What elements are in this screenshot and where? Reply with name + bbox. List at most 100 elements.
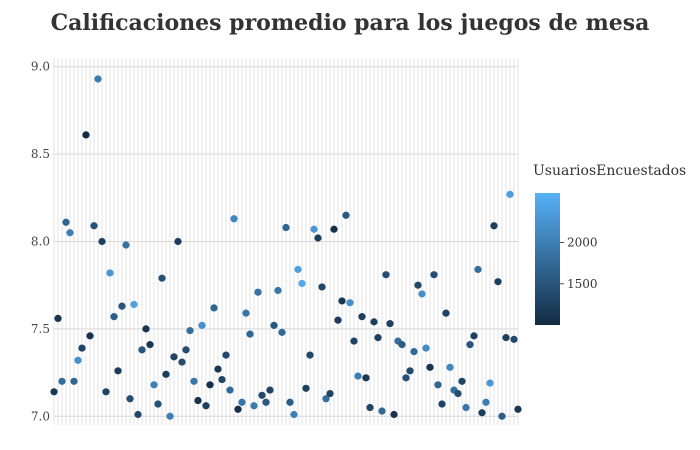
y-tick-label: 8.0 <box>31 235 50 249</box>
data-point <box>422 344 430 352</box>
data-point <box>218 375 226 384</box>
data-point <box>154 400 162 408</box>
data-point <box>498 412 506 420</box>
data-point <box>74 356 82 364</box>
data-point <box>226 386 234 394</box>
data-point <box>262 398 270 406</box>
y-axis-tick-labels: 9.0 8.5 8.0 7.5 7.0 <box>31 60 50 424</box>
legend-ticks: 2000 1500 <box>560 236 598 291</box>
data-point <box>478 409 486 417</box>
data-point <box>166 412 174 420</box>
data-point <box>342 211 350 219</box>
data-point <box>202 402 210 410</box>
data-point <box>294 265 302 274</box>
data-point <box>346 299 354 307</box>
data-point <box>102 388 110 396</box>
data-point <box>238 398 246 406</box>
data-point <box>318 283 326 291</box>
data-point <box>182 346 190 354</box>
data-point <box>430 271 438 279</box>
data-point <box>258 391 266 399</box>
data-point <box>58 377 66 385</box>
data-point <box>126 395 134 403</box>
data-point <box>330 225 338 233</box>
data-point <box>134 410 142 419</box>
data-point <box>98 237 106 246</box>
y-tick-label: 9.0 <box>31 60 50 74</box>
data-point <box>230 215 238 223</box>
data-point <box>170 353 178 361</box>
data-point <box>266 386 274 394</box>
data-point <box>458 377 466 385</box>
data-point <box>82 131 90 139</box>
data-point <box>514 405 522 413</box>
data-point <box>106 269 114 277</box>
data-point <box>282 223 290 232</box>
data-point <box>234 405 242 413</box>
chart-title: Calificaciones promedio para los juegos … <box>51 10 650 36</box>
data-point <box>246 330 254 338</box>
data-point <box>286 398 294 406</box>
data-point <box>214 365 222 373</box>
data-point <box>298 279 306 288</box>
data-point <box>406 367 414 375</box>
data-point <box>302 384 310 392</box>
data-point <box>174 237 182 246</box>
data-point <box>114 367 122 375</box>
data-point <box>446 363 454 371</box>
data-point <box>158 274 166 282</box>
data-point <box>366 403 374 412</box>
data-point <box>426 363 434 371</box>
data-point <box>494 278 502 286</box>
data-point <box>254 288 262 296</box>
data-point <box>386 320 394 328</box>
data-point <box>350 337 358 345</box>
y-tick-label: 7.5 <box>31 322 50 336</box>
data-point <box>486 379 494 387</box>
data-point <box>482 398 490 406</box>
data-point <box>242 309 250 317</box>
data-point <box>466 341 474 349</box>
data-point <box>54 314 62 322</box>
y-tick-label: 8.5 <box>31 147 50 161</box>
data-point <box>410 348 418 356</box>
data-point <box>414 281 422 289</box>
data-point <box>94 75 102 83</box>
data-point <box>150 381 158 389</box>
data-point <box>338 297 346 305</box>
data-point <box>178 358 186 366</box>
data-point <box>418 290 426 298</box>
data-point <box>210 304 218 312</box>
data-points <box>50 75 522 420</box>
data-point <box>194 396 202 405</box>
data-point <box>314 234 322 242</box>
data-point <box>146 341 154 349</box>
data-point <box>62 218 70 226</box>
data-point <box>398 341 406 349</box>
data-point <box>382 271 390 279</box>
legend-tick-label: 2000 <box>567 236 598 250</box>
data-point <box>474 265 482 274</box>
data-point <box>206 381 214 389</box>
data-point <box>462 403 470 412</box>
data-point <box>138 346 146 354</box>
data-point <box>186 327 194 335</box>
data-point <box>122 241 130 249</box>
data-point <box>86 332 94 340</box>
data-point <box>278 328 286 336</box>
data-point <box>110 313 118 321</box>
data-point <box>442 309 450 317</box>
data-point <box>310 225 318 233</box>
data-point <box>274 286 282 295</box>
data-point <box>502 334 510 342</box>
legend-colorbar <box>535 193 560 325</box>
data-point <box>222 351 230 359</box>
data-point <box>454 389 462 398</box>
data-point <box>434 381 442 389</box>
data-point <box>390 410 398 419</box>
data-point <box>334 316 342 324</box>
data-point <box>130 300 138 309</box>
data-point <box>402 374 410 382</box>
